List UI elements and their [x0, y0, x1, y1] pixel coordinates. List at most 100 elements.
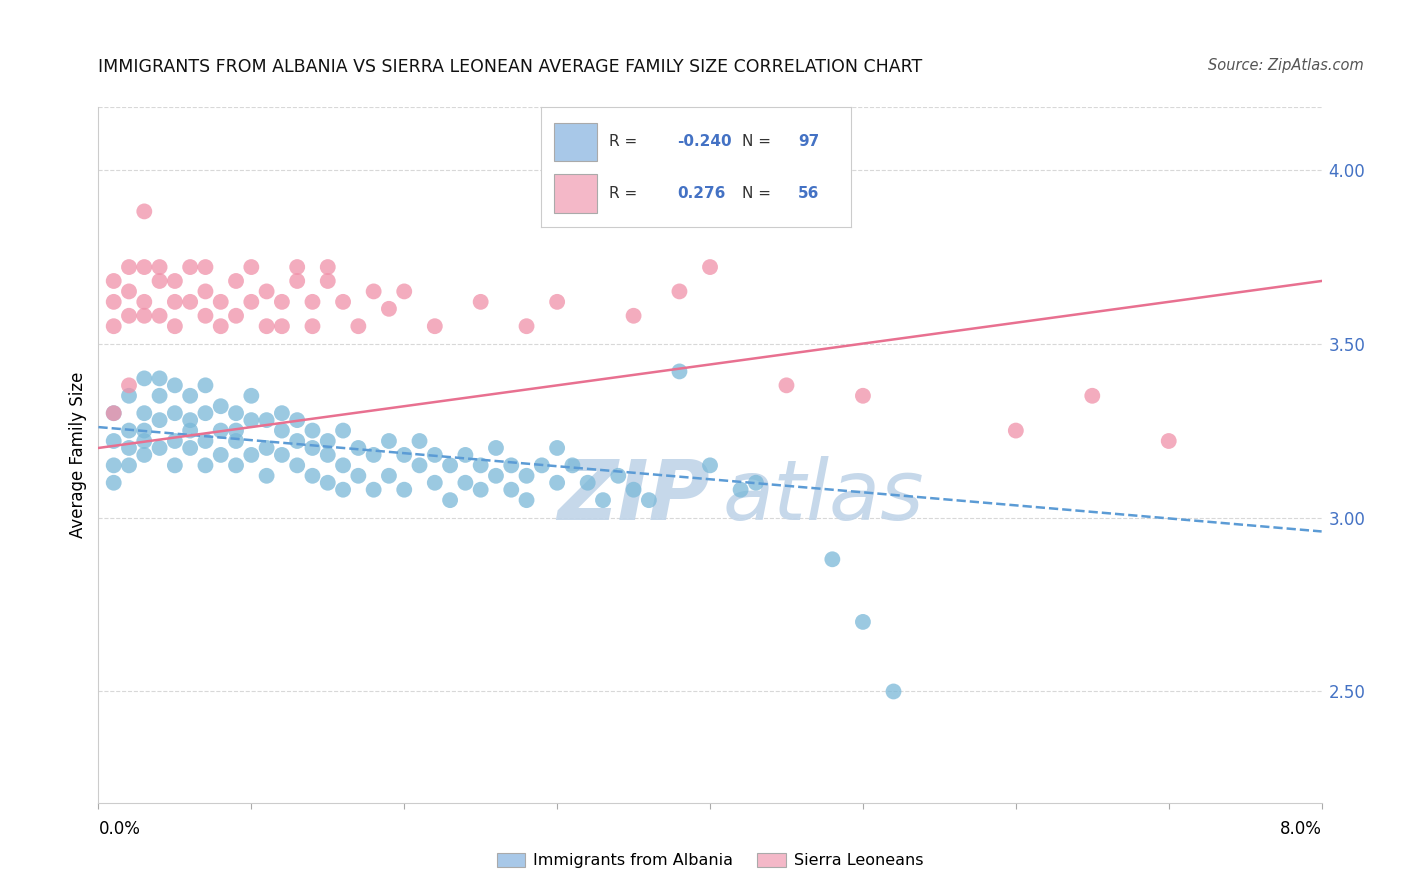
- Point: [485, 468, 508, 483]
- Point: [209, 294, 232, 309]
- Text: 0.276: 0.276: [678, 186, 725, 202]
- Point: [821, 552, 844, 566]
- Point: [668, 364, 690, 378]
- Point: [270, 406, 294, 420]
- Text: 0.0%: 0.0%: [98, 820, 141, 838]
- Bar: [554, 123, 598, 161]
- Point: [179, 413, 201, 427]
- Point: [149, 309, 172, 323]
- Point: [103, 475, 125, 490]
- Point: [179, 389, 201, 403]
- Point: [163, 274, 186, 288]
- Point: [423, 475, 446, 490]
- Point: [149, 371, 172, 385]
- Point: [439, 458, 461, 473]
- Point: [316, 274, 339, 288]
- Point: [363, 448, 385, 462]
- Point: [225, 434, 247, 448]
- Point: [378, 301, 401, 316]
- Point: [179, 441, 201, 455]
- Point: [103, 319, 125, 334]
- Point: [607, 468, 630, 483]
- Point: [134, 260, 156, 274]
- Point: [423, 319, 446, 334]
- Point: [225, 458, 247, 473]
- Point: [149, 260, 172, 274]
- Point: [501, 483, 523, 497]
- Point: [408, 458, 430, 473]
- Point: [134, 448, 156, 462]
- Point: [501, 458, 523, 473]
- Point: [240, 260, 263, 274]
- Point: [225, 424, 247, 438]
- Point: [134, 294, 156, 309]
- Point: [163, 406, 186, 420]
- Point: [149, 389, 172, 403]
- Point: [103, 294, 125, 309]
- Point: [194, 406, 217, 420]
- Legend: Immigrants from Albania, Sierra Leoneans: Immigrants from Albania, Sierra Leoneans: [491, 847, 929, 875]
- Y-axis label: Average Family Size: Average Family Size: [69, 372, 87, 538]
- Point: [118, 260, 141, 274]
- Point: [883, 684, 905, 698]
- Point: [454, 448, 477, 462]
- Bar: [554, 175, 598, 213]
- Point: [118, 441, 141, 455]
- Point: [149, 413, 172, 427]
- Point: [163, 434, 186, 448]
- Point: [699, 260, 721, 274]
- Point: [163, 319, 186, 334]
- Point: [623, 483, 645, 497]
- Point: [240, 294, 263, 309]
- Point: [179, 424, 201, 438]
- Point: [363, 483, 385, 497]
- Point: [852, 615, 875, 629]
- Text: 97: 97: [799, 135, 820, 150]
- Point: [332, 424, 354, 438]
- Point: [852, 389, 875, 403]
- Point: [408, 434, 430, 448]
- Point: [576, 475, 599, 490]
- Point: [134, 371, 156, 385]
- Point: [256, 319, 278, 334]
- Point: [209, 424, 232, 438]
- Point: [209, 399, 232, 413]
- Point: [378, 468, 401, 483]
- Point: [134, 309, 156, 323]
- Point: [546, 475, 568, 490]
- Point: [668, 285, 690, 299]
- Text: N =: N =: [742, 186, 772, 202]
- Point: [423, 448, 446, 462]
- Point: [240, 389, 263, 403]
- Point: [392, 483, 416, 497]
- Text: R =: R =: [609, 186, 637, 202]
- Point: [546, 294, 568, 309]
- Point: [637, 493, 661, 508]
- Point: [209, 448, 232, 462]
- Point: [316, 448, 339, 462]
- Point: [240, 413, 263, 427]
- Point: [285, 274, 308, 288]
- Point: [118, 309, 141, 323]
- Point: [546, 441, 568, 455]
- Point: [301, 441, 323, 455]
- Point: [103, 406, 125, 420]
- Point: [363, 285, 385, 299]
- Point: [256, 285, 278, 299]
- Point: [256, 468, 278, 483]
- Point: [134, 204, 156, 219]
- Point: [118, 424, 141, 438]
- Text: -0.240: -0.240: [678, 135, 733, 150]
- Point: [378, 434, 401, 448]
- Point: [699, 458, 721, 473]
- Point: [516, 319, 538, 334]
- Point: [163, 294, 186, 309]
- Point: [775, 378, 797, 392]
- Point: [270, 319, 294, 334]
- Point: [256, 413, 278, 427]
- Point: [270, 448, 294, 462]
- Point: [194, 260, 217, 274]
- Point: [592, 493, 614, 508]
- Point: [134, 406, 156, 420]
- Point: [1081, 389, 1104, 403]
